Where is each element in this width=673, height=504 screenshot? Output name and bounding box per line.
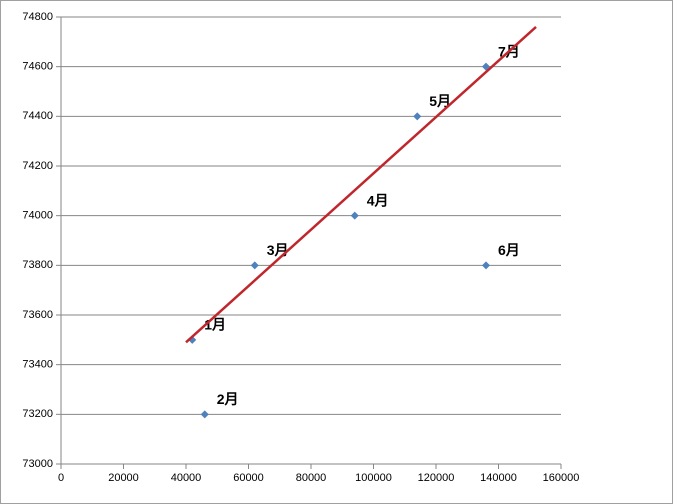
x-tick-label: 20000 xyxy=(108,472,139,484)
y-tick-label: 74800 xyxy=(22,11,53,23)
point-label: 2月 xyxy=(217,391,239,407)
x-tick-label: 0 xyxy=(58,472,64,484)
y-tick-label: 73800 xyxy=(22,259,53,271)
y-tick-label: 74200 xyxy=(22,160,53,172)
x-tick-label: 80000 xyxy=(296,472,327,484)
x-tick-label: 140000 xyxy=(480,472,517,484)
y-tick-label: 74400 xyxy=(22,110,53,122)
point xyxy=(200,410,209,419)
x-tick-label: 160000 xyxy=(543,472,580,484)
x-tick-label: 40000 xyxy=(171,472,202,484)
x-tick-label: 60000 xyxy=(233,472,264,484)
point xyxy=(250,261,259,270)
point-label: 5月 xyxy=(429,93,451,109)
y-tick-label: 74600 xyxy=(22,61,53,73)
point xyxy=(350,211,359,220)
y-tick-label: 73400 xyxy=(22,359,53,371)
y-tick-label: 73200 xyxy=(22,408,53,420)
point-label: 3月 xyxy=(267,242,289,258)
x-tick-label: 100000 xyxy=(355,472,392,484)
trendline xyxy=(185,26,537,344)
x-tick-label: 120000 xyxy=(418,472,455,484)
y-tick-label: 73000 xyxy=(22,458,53,470)
point xyxy=(482,261,490,270)
y-tick-label: 73600 xyxy=(22,309,53,321)
point-label: 4月 xyxy=(367,192,389,208)
point-label: 6月 xyxy=(498,242,520,258)
y-tick-label: 74000 xyxy=(22,210,53,222)
point xyxy=(413,112,422,121)
